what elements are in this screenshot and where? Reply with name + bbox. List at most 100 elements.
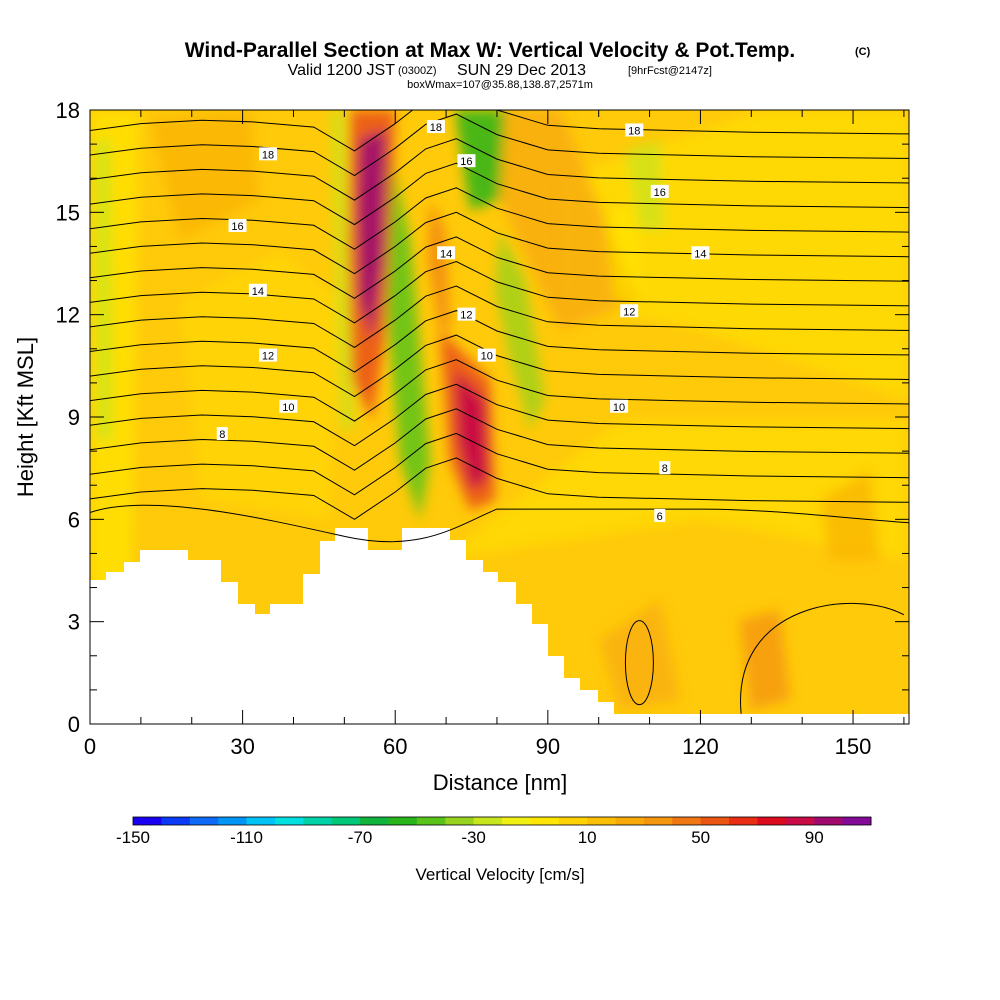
colorbar-swatch bbox=[445, 817, 475, 825]
colorbar-swatch bbox=[218, 817, 248, 825]
contour-label-bg bbox=[259, 348, 278, 362]
colorbar-swatch bbox=[388, 817, 418, 825]
theta-contour-line bbox=[740, 602, 905, 714]
contour-label-bg bbox=[457, 154, 476, 168]
contour-label: 18 bbox=[430, 122, 442, 134]
contour-label-bg bbox=[620, 304, 639, 318]
y-tick-label: 0 bbox=[68, 712, 80, 737]
y-tick-label: 18 bbox=[56, 98, 80, 123]
theta-contour-line bbox=[90, 334, 909, 398]
colorbar-swatch bbox=[814, 817, 844, 825]
colorbar-tick-label: -30 bbox=[461, 828, 486, 847]
contour-label-bg bbox=[691, 246, 710, 260]
x-tick-label: 30 bbox=[230, 734, 254, 759]
theta-contour-line bbox=[90, 383, 909, 447]
colorbar-tick-label: -150 bbox=[116, 828, 150, 847]
copyright-mark: (C) bbox=[855, 46, 871, 58]
contour-label-bg bbox=[610, 399, 629, 413]
contour-label-bg bbox=[279, 399, 298, 413]
valid-prefix: Valid 1200 JST bbox=[288, 62, 396, 79]
contour-label: 18 bbox=[628, 125, 640, 137]
colorbar-swatch bbox=[331, 817, 361, 825]
y-tick-label: 6 bbox=[68, 507, 80, 532]
x-tick-label: 90 bbox=[536, 734, 560, 759]
x-tick-label: 0 bbox=[84, 734, 96, 759]
colorbar-swatch bbox=[587, 817, 617, 825]
contour-label: 10 bbox=[481, 351, 493, 363]
theta-contour-line bbox=[90, 162, 909, 226]
contour-label-bg bbox=[654, 508, 666, 522]
colorbar-tick-label: 50 bbox=[691, 828, 710, 847]
contour-label-bg bbox=[659, 461, 671, 475]
contour-label: 8 bbox=[662, 463, 668, 475]
contour-label: 16 bbox=[654, 187, 666, 199]
colorbar-swatch bbox=[729, 817, 758, 825]
forecast-info: [9hrFcst@2147z] bbox=[628, 65, 712, 77]
x-tick-label: 150 bbox=[835, 734, 872, 759]
theta-contour-line bbox=[90, 359, 909, 422]
theta-contour-line bbox=[90, 211, 909, 275]
contour-label: 14 bbox=[252, 286, 264, 298]
contour-label: 8 bbox=[219, 429, 225, 441]
colorbar-tick-label: 10 bbox=[578, 828, 597, 847]
contour-label-bg bbox=[426, 120, 445, 134]
colorbar-swatch bbox=[842, 817, 872, 825]
theta-contour-line bbox=[90, 504, 909, 543]
theta-contour-line bbox=[90, 457, 909, 520]
colorbar-swatch bbox=[785, 817, 815, 825]
theta-contour-line bbox=[90, 285, 909, 348]
colorbar-swatch bbox=[700, 817, 730, 825]
y-tick-label: 15 bbox=[56, 200, 80, 225]
contour-label-bg bbox=[228, 218, 247, 232]
x-tick-label: 60 bbox=[383, 734, 407, 759]
contour-label-bg bbox=[259, 147, 278, 161]
valid-date: SUN 29 Dec 2013 bbox=[457, 62, 586, 79]
contour-label-bg bbox=[625, 123, 644, 137]
y-tick-label: 9 bbox=[68, 405, 80, 430]
contour-label: 16 bbox=[231, 221, 243, 233]
x-axis-label: Distance [nm] bbox=[433, 770, 568, 795]
theta-contour-line bbox=[90, 408, 909, 471]
theta-contour-line bbox=[90, 432, 909, 496]
colorbar-swatch bbox=[133, 817, 162, 825]
colorbar-label: Vertical Velocity [cm/s] bbox=[415, 865, 584, 884]
theta-contour-line bbox=[90, 113, 909, 177]
colorbar-tick-label: 90 bbox=[805, 828, 824, 847]
colorbar-swatch bbox=[530, 817, 560, 825]
colorbar-frame bbox=[132, 816, 872, 826]
theta-contour-line bbox=[90, 260, 909, 324]
contour-label: 12 bbox=[262, 351, 274, 363]
theta-contour-line bbox=[90, 310, 909, 373]
colorbar-swatch bbox=[643, 817, 673, 825]
y-tick-label: 3 bbox=[68, 610, 80, 635]
terrain bbox=[90, 528, 909, 724]
colorbar-swatch bbox=[161, 817, 191, 825]
y-tick-label: 12 bbox=[56, 303, 80, 328]
valid-utc: (0300Z) bbox=[398, 65, 437, 77]
colorbar-swatch bbox=[246, 817, 276, 825]
colorbar: -150 -110 -70 -30 10 50 90 bbox=[116, 816, 872, 847]
theta-contour-line bbox=[90, 138, 909, 201]
colorbar-swatch bbox=[757, 817, 787, 825]
contour-label: 12 bbox=[460, 310, 472, 322]
colorbar-swatch bbox=[416, 817, 446, 825]
contour-label: 16 bbox=[460, 156, 472, 168]
theta-contour-line bbox=[90, 110, 909, 152]
contour-label: 6 bbox=[657, 511, 663, 523]
theta-contour-line bbox=[90, 236, 909, 299]
theta-contour-line bbox=[90, 187, 909, 250]
contour-label: 14 bbox=[440, 248, 452, 260]
colorbar-swatch bbox=[473, 817, 503, 825]
contour-label: 10 bbox=[613, 402, 625, 414]
box-info: boxWmax=107@35.88,138.87,2571m bbox=[407, 79, 593, 91]
contour-label-bg bbox=[248, 283, 267, 297]
colorbar-swatch bbox=[558, 817, 588, 825]
contour-label-bg bbox=[477, 348, 496, 362]
contour-label: 12 bbox=[623, 306, 635, 318]
colorbar-tick-label: -110 bbox=[230, 828, 263, 847]
contour-label: 18 bbox=[262, 149, 274, 161]
contour-label: 14 bbox=[694, 248, 706, 260]
contour-label-bg bbox=[437, 246, 456, 260]
theta-contour-loop bbox=[624, 620, 654, 706]
